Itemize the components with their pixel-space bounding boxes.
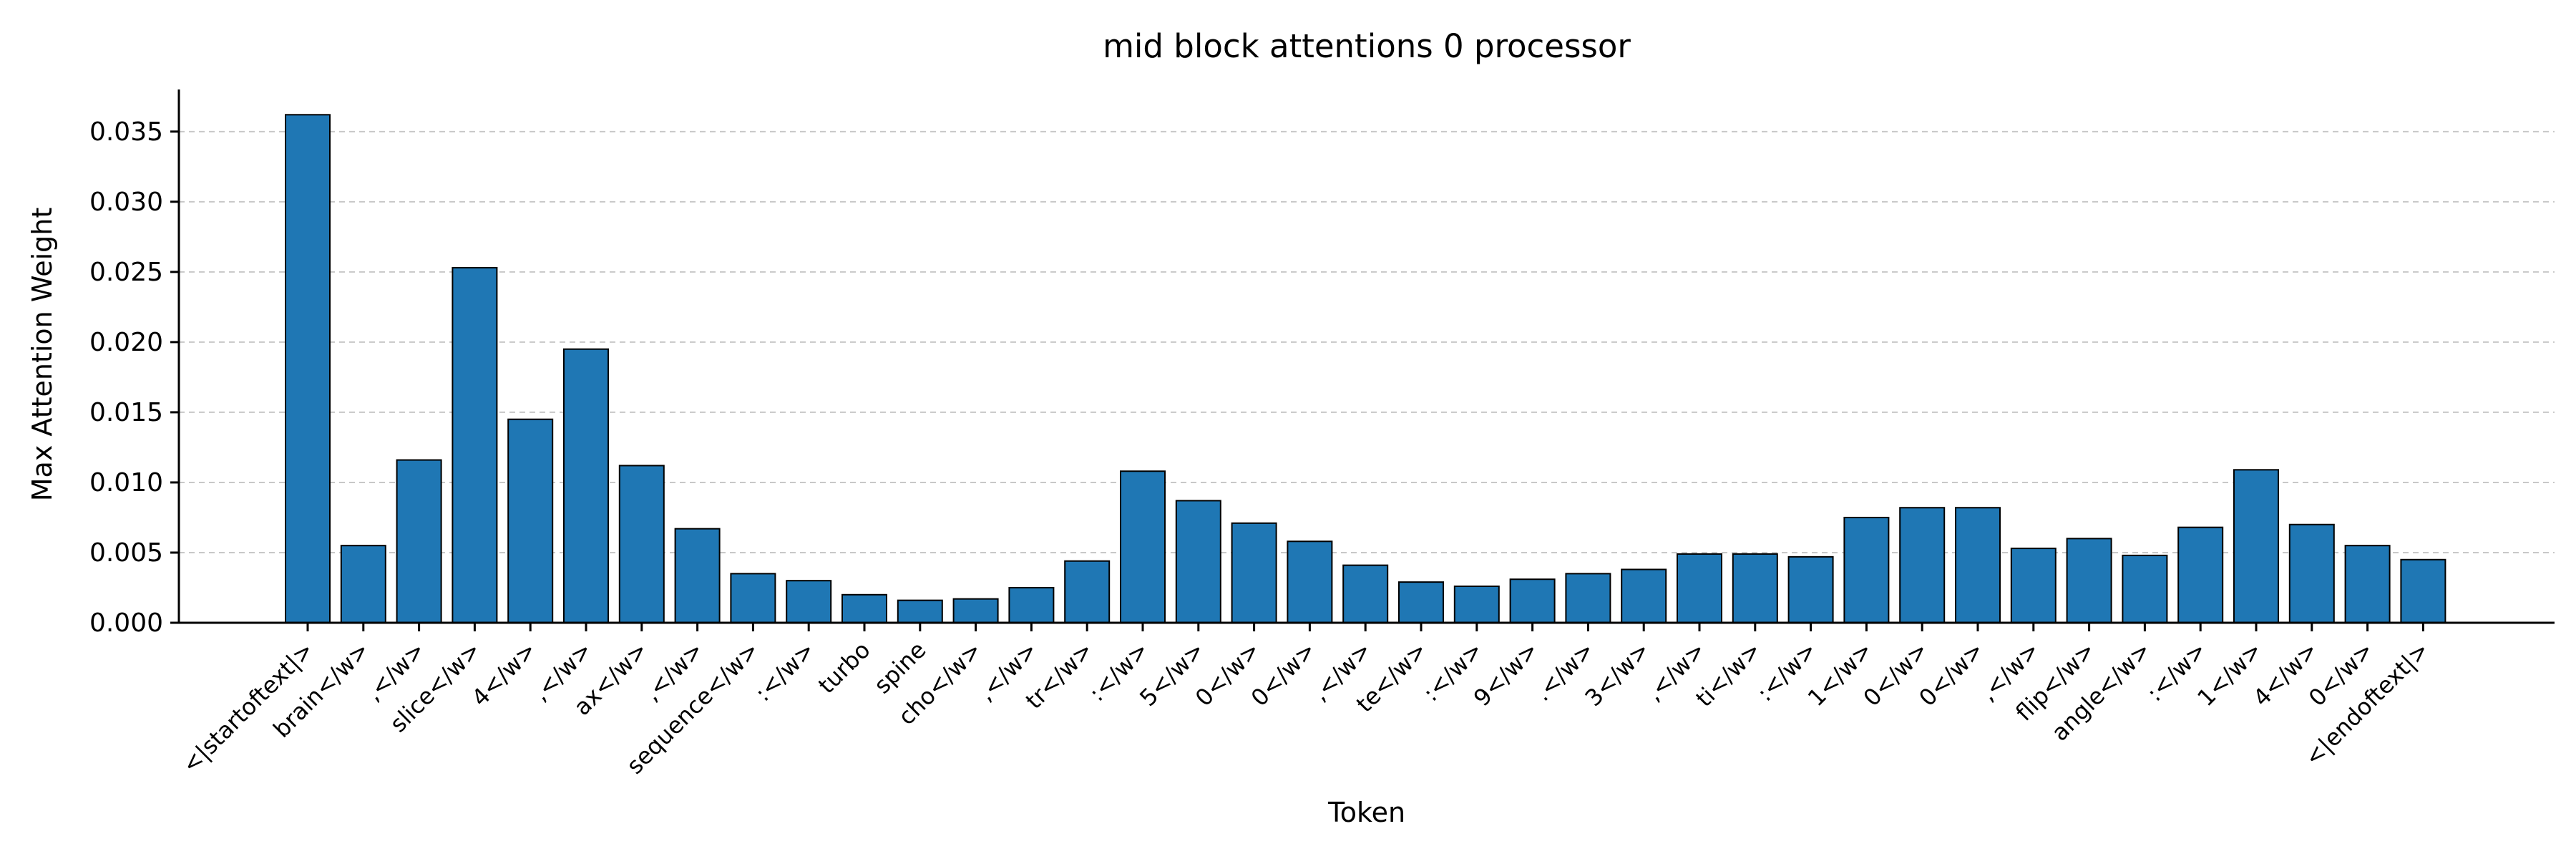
bar [1787,555,1834,624]
bar [1453,586,1500,623]
y-tick-label: 0.020 [89,328,163,357]
bar [841,593,887,624]
bar [2233,469,2279,623]
bar [1955,507,2001,623]
y-tick-label: 0.025 [89,258,163,287]
bar [2122,554,2168,623]
y-tick-label: 0.030 [89,188,163,217]
chart-title: mid block attentions 0 processor [1103,27,1631,65]
bar [2066,538,2112,623]
y-tick-label: 0.000 [89,608,163,638]
bar [2010,548,2057,623]
bar [1843,516,1890,623]
bar [452,266,498,623]
bar [1677,553,1722,623]
bar [2344,545,2391,624]
bar [1120,470,1166,624]
x-axis: <|startoftext|>brain</w>,</w>slice</w>4<… [177,621,2555,780]
bar [1008,586,1055,623]
bar [952,598,999,624]
x-tick-label: :</w> [749,636,820,707]
y-tick-label: 0.015 [89,398,163,427]
bar [618,465,665,624]
bar [1175,500,1221,623]
bar [897,599,943,624]
y-tick-label: 0.010 [89,468,163,498]
bar [1398,581,1444,623]
bar [563,348,609,623]
bar [674,528,721,623]
bar [2400,558,2446,623]
bar [1732,553,1778,623]
bar [1287,540,1333,624]
bar [285,114,331,623]
bar [396,459,442,623]
bar [2177,526,2224,623]
x-tick-label: turbo [813,636,876,699]
bar [1509,578,1556,624]
x-axis-label: Token [1327,797,1405,828]
bar [786,580,832,623]
y-axis-label: Max Attention Weight [26,208,58,502]
bar [1231,522,1277,623]
y-axis: 0.000 0.005 0.010 0.015 0.020 0.025 0.030 0.035 [89,89,180,638]
y-tick-label: 0.035 [89,117,163,147]
bar [1064,560,1111,623]
bar [340,545,386,624]
bar [507,418,554,623]
bar [730,573,776,624]
bar [1621,568,1667,623]
bar [1342,564,1389,623]
bar [1899,507,1946,623]
bars [285,114,2446,624]
bar [1565,573,1611,624]
y-tick-label: 0.005 [89,538,163,568]
bar [2288,523,2335,624]
